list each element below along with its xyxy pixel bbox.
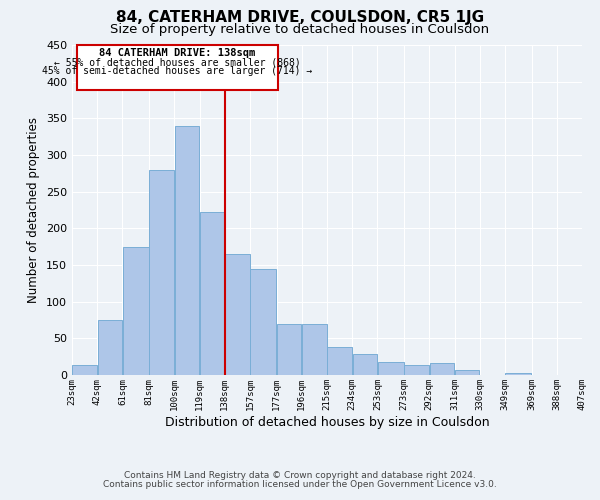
Bar [73,366,97,375]
Text: ← 55% of detached houses are smaller (868): ← 55% of detached houses are smaller (86… [54,58,301,68]
Bar [430,364,454,375]
Text: 84, CATERHAM DRIVE, COULSDON, CR5 1JG: 84, CATERHAM DRIVE, COULSDON, CR5 1JG [116,10,484,25]
Text: Contains HM Land Registry data © Crown copyright and database right 2024.: Contains HM Land Registry data © Crown c… [124,471,476,480]
Bar [277,324,301,375]
Bar [302,324,326,375]
Bar [175,126,199,375]
Bar [505,373,531,375]
Bar [225,254,250,375]
Text: 45% of semi-detached houses are larger (714) →: 45% of semi-detached houses are larger (… [43,66,313,76]
Bar [250,268,276,375]
Bar [123,246,149,375]
Bar [353,354,377,375]
Text: 84 CATERHAM DRIVE: 138sqm: 84 CATERHAM DRIVE: 138sqm [100,48,256,58]
Bar [200,212,224,375]
Bar [98,320,122,375]
Bar [328,347,352,375]
X-axis label: Distribution of detached houses by size in Coulsdon: Distribution of detached houses by size … [164,416,490,428]
Bar [455,370,479,375]
Bar [404,366,429,375]
Y-axis label: Number of detached properties: Number of detached properties [28,117,40,303]
Bar [149,170,174,375]
Text: Size of property relative to detached houses in Coulsdon: Size of property relative to detached ho… [110,22,490,36]
Bar [378,362,404,375]
FancyBboxPatch shape [77,45,278,90]
Text: Contains public sector information licensed under the Open Government Licence v3: Contains public sector information licen… [103,480,497,489]
